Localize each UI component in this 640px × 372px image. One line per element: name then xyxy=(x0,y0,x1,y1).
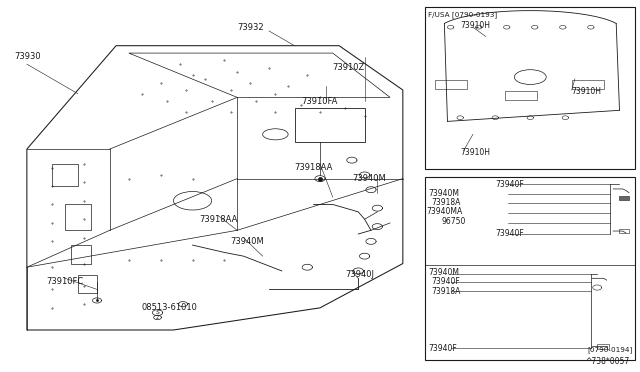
Text: ^738*0057: ^738*0057 xyxy=(585,357,629,366)
Text: 73940J: 73940J xyxy=(346,270,374,279)
Text: 73918AA: 73918AA xyxy=(199,215,237,224)
Text: 73910H: 73910H xyxy=(460,148,490,157)
Text: 73940F: 73940F xyxy=(495,230,524,238)
Bar xyxy=(65,205,91,230)
Bar xyxy=(620,196,629,200)
Text: S: S xyxy=(156,310,159,315)
Text: 73910H: 73910H xyxy=(460,21,490,30)
Bar xyxy=(72,245,91,263)
Text: 73910FC: 73910FC xyxy=(46,278,83,286)
Text: [0790-0194]: [0790-0194] xyxy=(587,346,632,353)
Text: 73940F: 73940F xyxy=(428,344,457,353)
Bar xyxy=(294,109,365,142)
Text: 73918A: 73918A xyxy=(431,198,461,207)
Text: 2: 2 xyxy=(156,315,159,320)
Text: 73940MA: 73940MA xyxy=(426,207,463,217)
Bar xyxy=(425,177,636,359)
Text: 73918AA: 73918AA xyxy=(294,163,333,172)
Bar xyxy=(425,7,636,169)
Text: 73940M: 73940M xyxy=(428,268,460,277)
Text: 73932: 73932 xyxy=(237,23,264,32)
Text: 73940F: 73940F xyxy=(431,278,460,286)
Text: 08513-61010: 08513-61010 xyxy=(141,303,198,312)
Bar xyxy=(52,164,78,186)
Bar xyxy=(505,91,537,100)
Bar xyxy=(78,275,97,293)
Text: 73910Z: 73910Z xyxy=(333,63,365,72)
Text: F/USA [0790-0193]: F/USA [0790-0193] xyxy=(428,12,497,18)
Text: 73940M: 73940M xyxy=(231,237,264,246)
Text: 73940M: 73940M xyxy=(352,174,386,183)
Text: 73940F: 73940F xyxy=(495,180,524,189)
Text: 73918A: 73918A xyxy=(431,287,461,296)
Text: 73930: 73930 xyxy=(14,52,41,61)
Text: 73910FA: 73910FA xyxy=(301,97,337,106)
Bar xyxy=(597,344,609,349)
Text: 73910H: 73910H xyxy=(572,87,602,96)
Text: 96750: 96750 xyxy=(441,217,465,225)
Bar xyxy=(572,80,604,89)
Bar xyxy=(435,80,467,89)
Text: 73940M: 73940M xyxy=(428,189,460,198)
Bar xyxy=(620,229,629,233)
